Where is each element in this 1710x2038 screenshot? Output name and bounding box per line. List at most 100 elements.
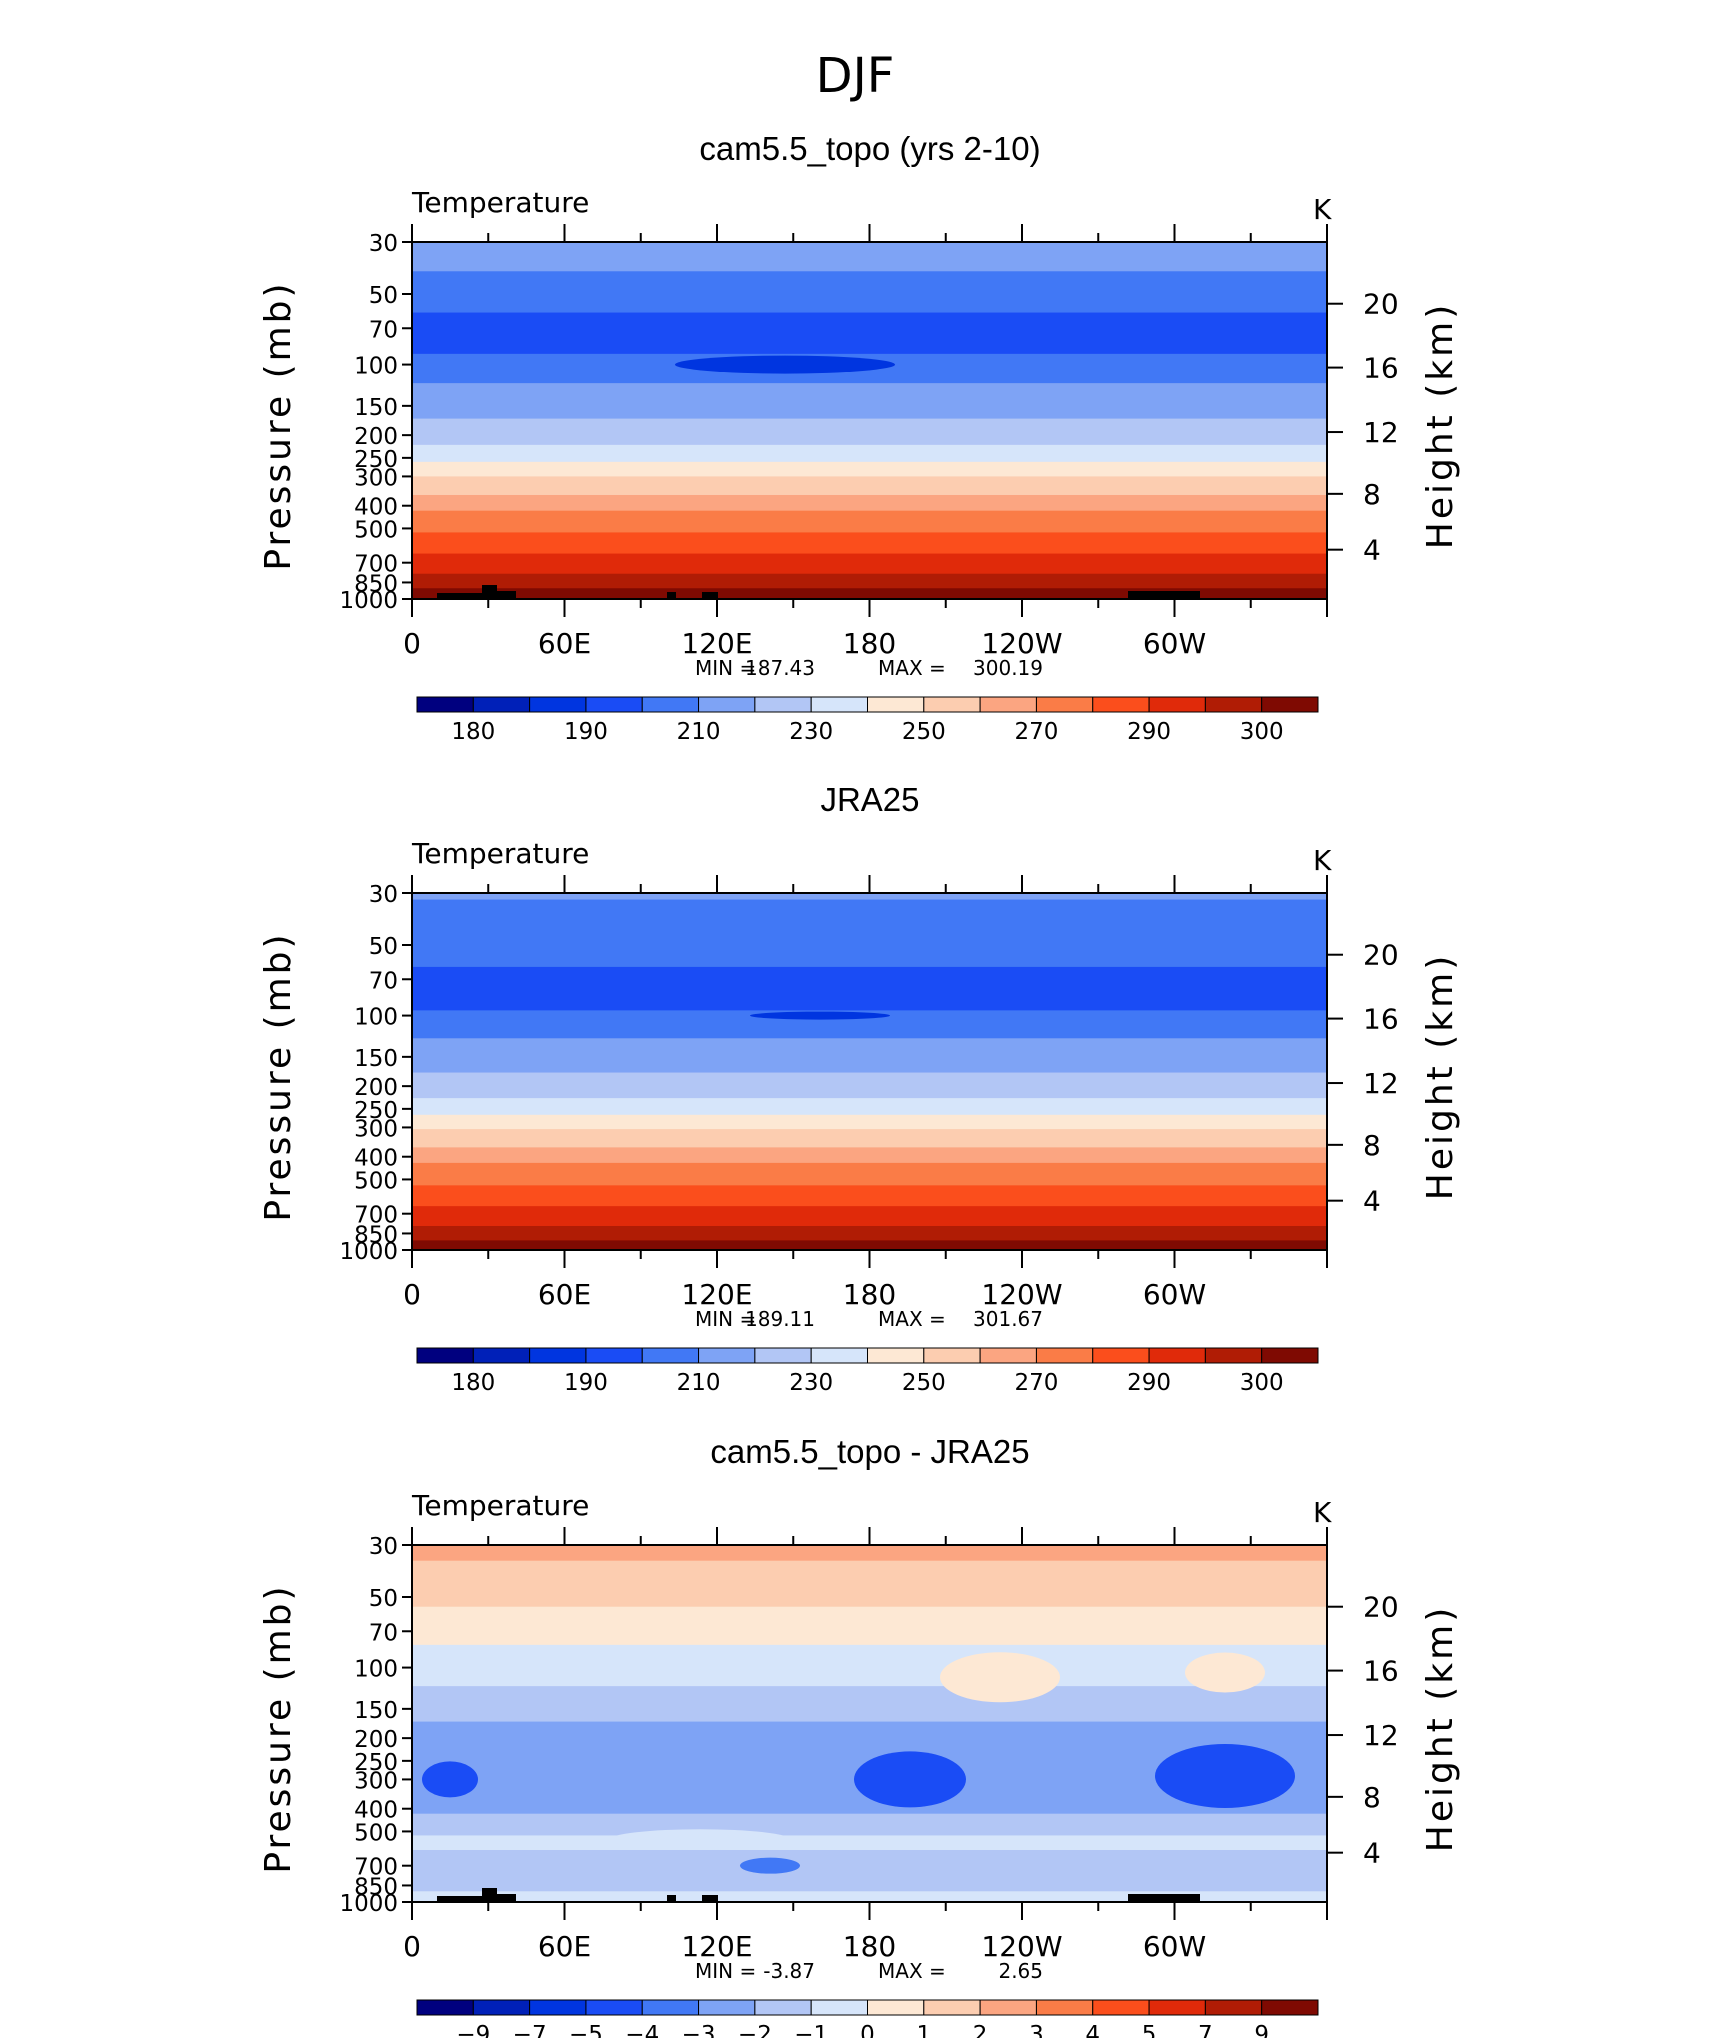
colorbar-label: 230 [789,1370,833,1396]
colorbar-swatch [1035,696,1094,713]
x-tick-label: 120W [981,1930,1062,1963]
stat-min-value: -3.87 [763,1959,815,1983]
colorbar-label: −2 [738,2022,772,2038]
y-tick-label: 100 [354,354,398,380]
colorbar-label: 270 [1014,719,1058,745]
height-tick-label: 8 [1363,1129,1381,1162]
colorbar-swatch [867,1347,925,1364]
x-tick-label: 60W [1143,1278,1206,1311]
colorbar-swatch [1092,1999,1150,2016]
colorbar-label: 3 [1029,2022,1044,2038]
field [412,242,1327,599]
y-tick-label: 500 [354,517,398,543]
colorbar-swatch [698,696,756,713]
field-band [412,1560,1327,1608]
height-tick-label: 12 [1363,1067,1399,1100]
colorbar-swatch [979,1347,1037,1364]
x-tick-label: 0 [403,627,421,660]
field-band [412,1147,1327,1164]
y-axis-title: Pressure (mb) [258,1583,299,1873]
height-tick-label: 16 [1363,1655,1399,1688]
colorbar-swatch [1148,1347,1206,1364]
stat-min-value: 189.11 [745,1307,815,1331]
colorbar-label: 300 [1240,719,1284,745]
x-tick-label: 60W [1143,627,1206,660]
topography [437,593,510,599]
y-tick-label: 500 [354,1820,398,1846]
height-tick-label: 4 [1363,1837,1381,1870]
field-band [412,476,1327,496]
colorbar-swatch [1261,1347,1319,1364]
colorbar-swatch [754,1999,812,2016]
field [412,1545,1327,1902]
colorbar-swatch [1035,1347,1094,1364]
field-band [412,1891,1327,1902]
y-tick-label: 300 [354,465,398,491]
y-tick-label: 150 [354,1046,398,1072]
field-band [412,312,1327,355]
field-band [412,1038,1327,1074]
y-tick-label: 300 [354,1768,398,1794]
y-tick-label: 50 [369,283,398,309]
y-tick-label: 500 [354,1168,398,1194]
cold-core [750,1011,890,1020]
colorbar-swatch [529,696,587,713]
height-tick-label: 16 [1363,1003,1399,1036]
y-tick-label: 30 [369,1534,398,1560]
chart-panel-1: cam5.5_topo (yrs 2-10) Temperature K 0 60E 12… [258,130,1461,745]
y-tick-label: 100 [354,1005,398,1031]
colorbar-label: 5 [1142,2022,1157,2038]
y-tick-label: 700 [354,552,398,578]
x-tick-label: 120W [981,1278,1062,1311]
colorbar-swatch [1204,1347,1263,1364]
colorbar-label: 270 [1014,1370,1058,1396]
height-tick-label: 4 [1363,534,1381,567]
anomaly-blob [940,1652,1060,1703]
y-tick-label: 1000 [339,1239,398,1265]
panel-title: cam5.5_topo (yrs 2-10) [699,130,1040,167]
x-tick-label: 120W [981,627,1062,660]
y-axis-right-title: Height (km) [1420,953,1461,1200]
field-band [412,242,1327,272]
stat-max-label: MAX = [878,1959,946,1983]
field-band [412,1644,1327,1687]
y-tick-label: 250 [354,1098,398,1124]
stat-min-label: MIN = [695,656,756,680]
anomaly-blob [1155,1743,1295,1808]
field [412,893,1327,1250]
cold-core [675,355,895,374]
colorbar-swatch [472,1999,531,2016]
field-band [412,1835,1327,1851]
stat-min-label: MIN = [695,1307,756,1331]
anomaly-blob [1185,1652,1265,1693]
field-band [412,553,1327,575]
y-tick-label: 250 [354,1750,398,1776]
colorbar-swatch [754,1347,812,1364]
y-tick-label: 50 [369,1586,398,1612]
colorbar-label: 190 [564,1370,608,1396]
x-tick-label: 180 [843,1930,896,1963]
anomaly-blob [854,1751,966,1808]
colorbar-swatch [585,1347,643,1364]
field-band [412,1813,1327,1836]
colorbar-label: 4 [1085,2022,1100,2038]
colorbar-swatch [923,1999,981,2016]
colorbar-label: 9 [1254,2022,1269,2038]
topography [497,591,516,599]
stat-max-value: 300.19 [973,656,1043,680]
anomaly-blob [740,1857,800,1874]
field-band [412,1686,1327,1723]
stat-max-value: 301.67 [973,1307,1043,1331]
x-tick-label: 60E [538,1278,591,1311]
field-band [412,1098,1327,1116]
y-tick-label: 70 [369,968,398,994]
colorbar-swatch [1092,1347,1150,1364]
field-band [412,1114,1327,1130]
colorbar-label: 1 [916,2022,931,2038]
figure-title: DJF [816,48,895,104]
colorbar-label: −4 [625,2022,659,2038]
topography [667,1895,676,1902]
topography [1128,1894,1200,1902]
y-tick-label: 700 [354,1855,398,1881]
field-band [412,899,1327,968]
